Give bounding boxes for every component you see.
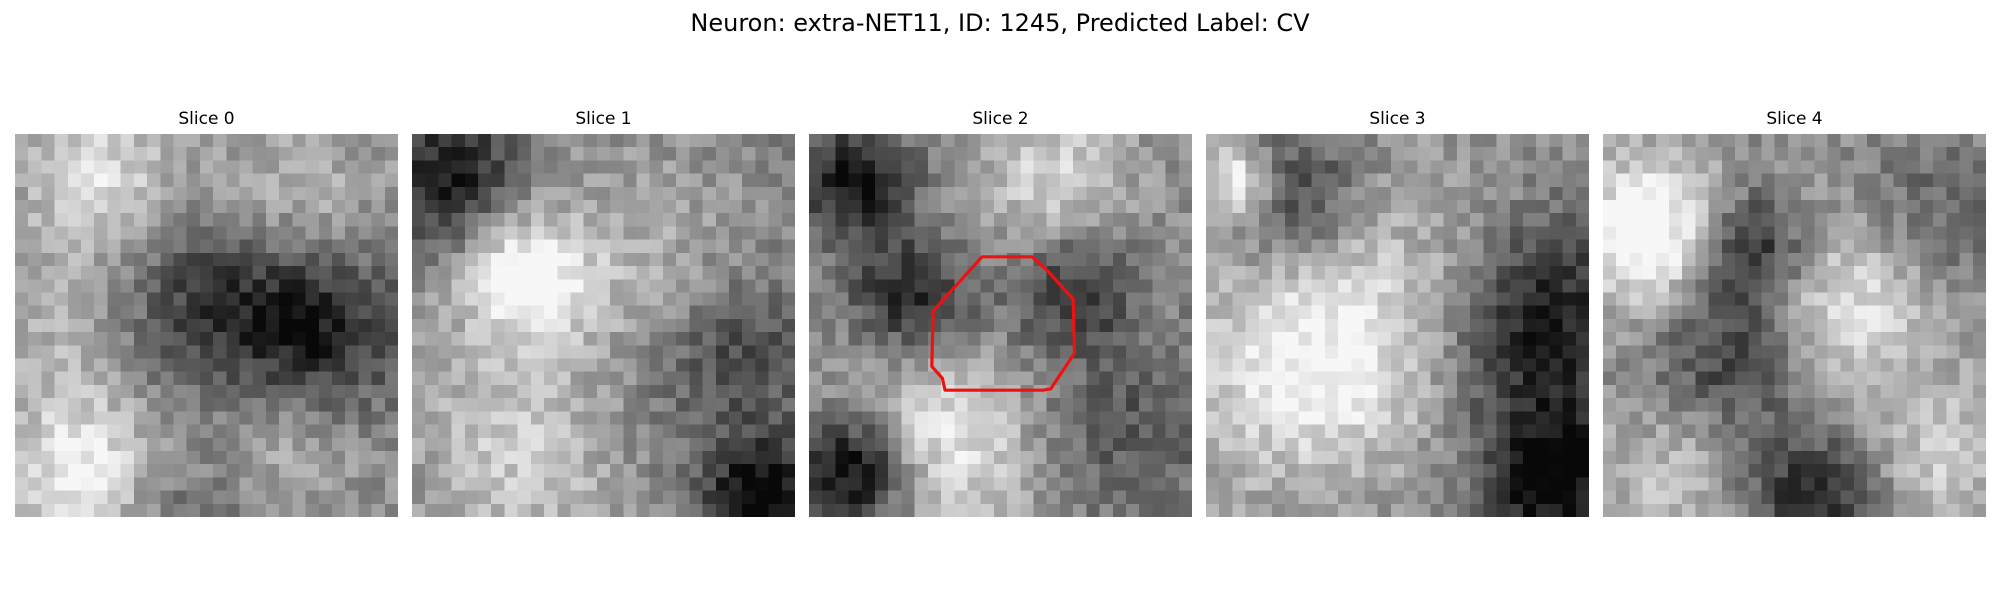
figure-title: Neuron: extra-NET11, ID: 1245, Predicted… (690, 9, 1310, 37)
slice-1-image (412, 134, 795, 517)
slice-4-image (1603, 134, 1986, 517)
slice-2-image (809, 134, 1192, 517)
slice-0-image (15, 134, 398, 517)
slice-3-image (1206, 134, 1589, 517)
slice-0-title: Slice 0 (178, 109, 235, 129)
slice-1-title: Slice 1 (575, 109, 632, 129)
slice-2-title: Slice 2 (972, 109, 1029, 129)
slice-4-title: Slice 4 (1766, 109, 1823, 129)
slice-3-title: Slice 3 (1369, 109, 1426, 129)
roi-contour (930, 255, 1077, 392)
